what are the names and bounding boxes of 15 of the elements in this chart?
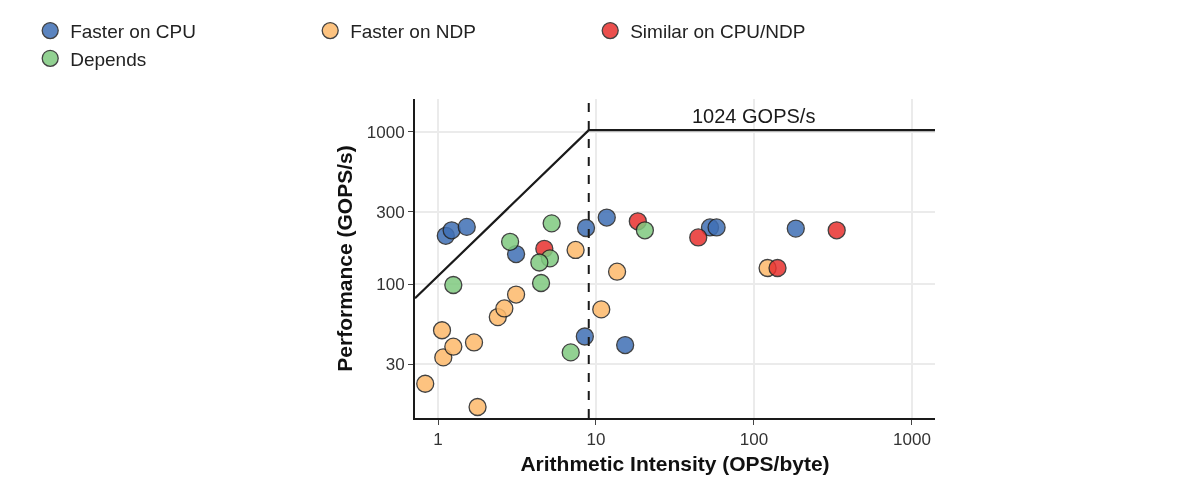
legend-label: Similar on CPU/NDP [630,21,806,43]
y-axis-title: Performance (GOPS/s) [333,145,357,372]
x-axis-title: Arithmetic Intensity (OPS/byte) [520,452,830,476]
legend-label: Depends [70,48,147,70]
x-tick-label: 1000 [893,430,931,450]
x-tick-label: 100 [739,430,769,450]
legend-label: Faster on CPU [70,21,196,43]
y-tick-label: 100 [376,275,405,295]
legend-label: Faster on NDP [350,21,476,43]
y-tick-label: 30 [385,355,405,375]
x-tick-label: 10 [586,430,606,450]
y-tick-label: 300 [376,202,405,222]
y-tick-label: 1000 [366,122,405,142]
x-tick-label: 1 [433,430,443,450]
annotation: 1024 GOPS/s [692,105,816,127]
